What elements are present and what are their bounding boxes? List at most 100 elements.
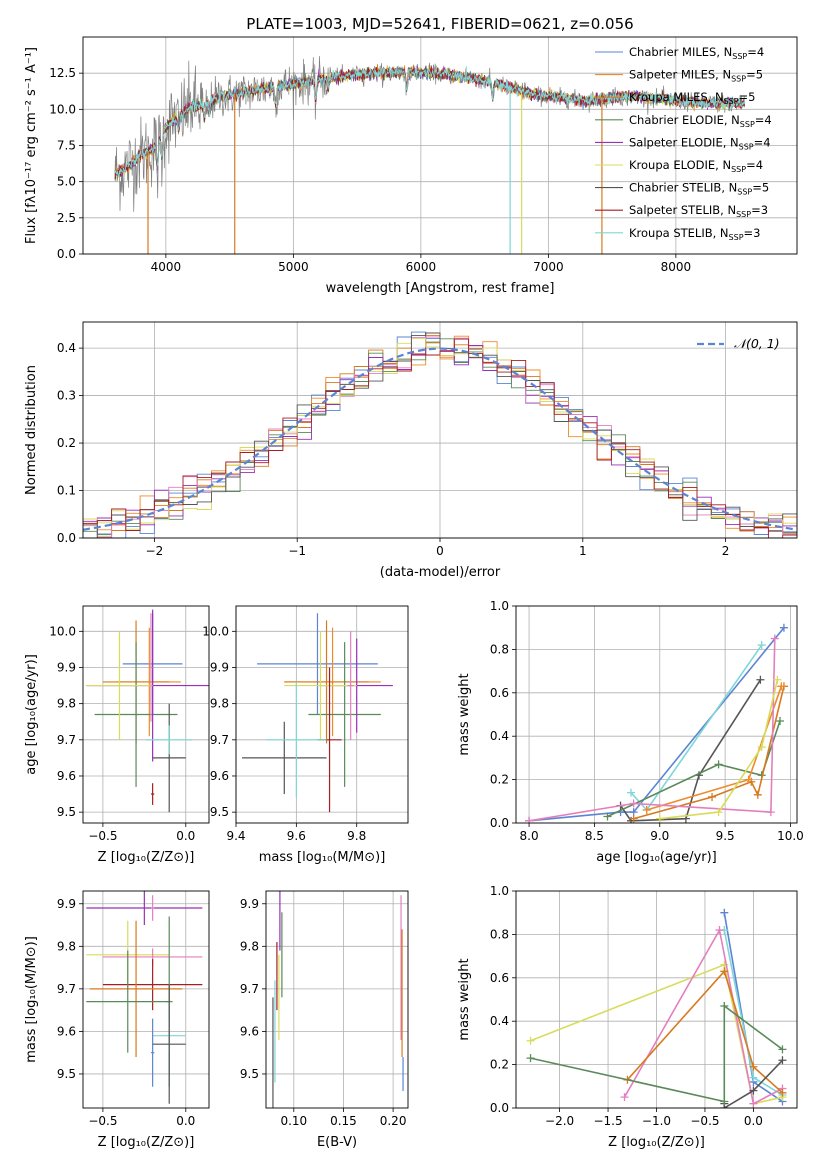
y-tick-label: 9.5 (210, 805, 229, 819)
point-marker (708, 792, 717, 801)
series-line (642, 682, 786, 814)
point-marker (714, 808, 723, 817)
x-tick-label: 0.0 (176, 1114, 195, 1128)
y-tick-label: 0.0 (490, 1101, 509, 1115)
point-marker (629, 799, 638, 808)
y-tick-label: 2.5 (57, 211, 76, 225)
point-marker (778, 1088, 787, 1097)
x-tick-label: 0.0 (176, 829, 195, 843)
point-marker (753, 790, 762, 799)
y-axis-label: mass weight (457, 673, 472, 755)
massweight-vs-age-frame (515, 605, 798, 824)
y-tick-label: 0.4 (57, 341, 76, 355)
errorbar-point (146, 725, 193, 755)
point-marker (526, 1036, 535, 1045)
y-tick-label: 0.6 (490, 971, 509, 985)
x-tick-label: −0.5 (88, 1114, 117, 1128)
series-line (720, 1056, 787, 1108)
age-vs-mass-panel: 9.4 9.6 9.8 9.5 9.6 9.7 9.8 9.9 10.0 mass [log₁₀(… (202, 605, 409, 865)
point-marker (777, 682, 786, 691)
y-tick-label: 9.7 (57, 733, 76, 747)
mass-vs-Z-axes: −0.5 0.0 9.5 9.6 9.7 9.8 9.9 Z [log₁₀(Z/Z⊙)] mas… (24, 890, 210, 1150)
y-tick-label: 9.6 (57, 1024, 76, 1038)
y-tick-label: 9.8 (240, 939, 259, 953)
series-path (529, 627, 785, 822)
series-path (626, 969, 784, 1094)
errorbar-point (152, 984, 186, 1104)
y-tick-label: 10.0 (202, 624, 229, 638)
y-tick-label: 10.0 (49, 102, 76, 116)
errorbar-point (102, 959, 203, 1011)
x-tick-label: 0.0 (744, 1114, 763, 1128)
x-tick-label: −0.5 (88, 829, 117, 843)
point-marker (655, 814, 664, 823)
point-marker (720, 967, 729, 976)
errorbar-point (242, 721, 327, 795)
age-vs-mass-axes: 9.4 9.6 9.8 9.5 9.6 9.7 9.8 9.9 10.0 mass [log₁₀(… (202, 605, 409, 865)
massweight-vs-Z-frame (515, 890, 798, 1109)
residuals-panel: −2 −1 0 1 2 0.0 0.1 0.2 0.3 0.4 (data-model)/error… (24, 321, 798, 580)
y-tick-label: 7.5 (57, 139, 76, 153)
normal-distribution-line (83, 347, 795, 531)
errorbar-point (86, 631, 153, 740)
y-tick-label: 0.8 (490, 642, 509, 656)
errorbar-point (150, 1018, 155, 1087)
y-tick-label: 0.2 (490, 773, 509, 787)
x-axis-label: Z [log₁₀(Z/Z⊙)] (98, 850, 195, 865)
x-tick-label: −1.0 (642, 1114, 671, 1128)
y-tick-label: 0.8 (490, 927, 509, 941)
age-vs-mass-plot-area (242, 613, 393, 813)
x-tick-label: −2 (146, 544, 164, 558)
age-vs-Z-grid (83, 606, 209, 823)
mass-vs-ebv-plot-area (272, 891, 404, 1108)
residuals-axes: −2 −1 0 1 2 0.0 0.1 0.2 0.3 0.4 (data-model)/error… (24, 321, 798, 580)
errorbar-point (284, 620, 369, 744)
y-tick-label: 9.9 (240, 897, 259, 911)
x-tick-label: 10.0 (777, 829, 804, 843)
series-line (720, 908, 787, 1106)
figure-title: PLATE=1003, MJD=52641, FIBERID=0621, z=0… (246, 15, 633, 33)
point-marker (749, 1073, 758, 1082)
x-axis-label: E(B-V) (317, 1135, 357, 1150)
errorbar-point (86, 950, 170, 1053)
x-axis-label: Z [log₁₀(Z/Z⊙)] (608, 1135, 705, 1150)
legend-entry: Chabrier MILES, NSSP=4 (629, 45, 764, 61)
x-axis-label: Z [log₁₀(Z/Z⊙)] (98, 1135, 195, 1150)
y-tick-label: 9.5 (57, 805, 76, 819)
y-tick-label: 9.9 (57, 660, 76, 674)
point-marker (525, 816, 534, 823)
spectrum-frame (82, 36, 798, 255)
series-line (627, 641, 766, 814)
point-marker (773, 675, 782, 684)
point-marker (749, 1062, 758, 1071)
y-tick-label: 0.2 (57, 436, 76, 450)
point-marker (627, 788, 636, 797)
point-marker (756, 675, 765, 684)
mass-vs-Z-grid (83, 891, 209, 1108)
x-tick-label: 5000 (278, 260, 309, 274)
x-tick-label: 9.5 (716, 829, 735, 843)
point-marker (778, 1045, 787, 1054)
massweight-vs-metallicity-panel: −2.0 −1.5 −1.0 −0.5 0.0 0.0 0.2 0.4 0.6 0.8 1.0 Z [… (457, 884, 798, 1150)
age-vs-Z-axes: −0.5 0.0 9.5 9.6 9.7 9.8 9.9 10.0 Z [log₁₀(Z/Z⊙)… (24, 605, 210, 865)
spectrum-legend: Chabrier MILES, NSSP=4 Salpeter MILES, NS… (595, 45, 772, 242)
age-vs-mass-frame (235, 605, 409, 824)
errorbar-point (94, 642, 178, 787)
series-path (530, 963, 783, 1105)
legend-entry: Salpeter MILES, NSSP=5 (629, 68, 763, 84)
y-tick-label: 5.0 (57, 175, 76, 189)
series-path (633, 686, 785, 820)
spectrum-plot-area (114, 56, 746, 254)
x-tick-label: −0.5 (690, 1114, 719, 1128)
legend-entry: Salpeter STELIB, NSSP=3 (629, 203, 768, 219)
mass-vs-Z-frame (82, 890, 210, 1109)
y-tick-label: 0.1 (57, 484, 76, 498)
point-marker (766, 808, 775, 817)
point-marker (778, 1056, 787, 1065)
massweight-vs-age-panel: 8.0 8.5 9.0 9.5 10.0 0.0 0.2 0.4 0.6 0.8 1.0 age [l… (457, 599, 804, 865)
y-tick-label: 0.3 (57, 389, 76, 403)
series-path (530, 1004, 783, 1103)
y-tick-label: 9.9 (210, 660, 229, 674)
point-marker (603, 812, 612, 821)
y-tick-label: 9.7 (57, 982, 76, 996)
